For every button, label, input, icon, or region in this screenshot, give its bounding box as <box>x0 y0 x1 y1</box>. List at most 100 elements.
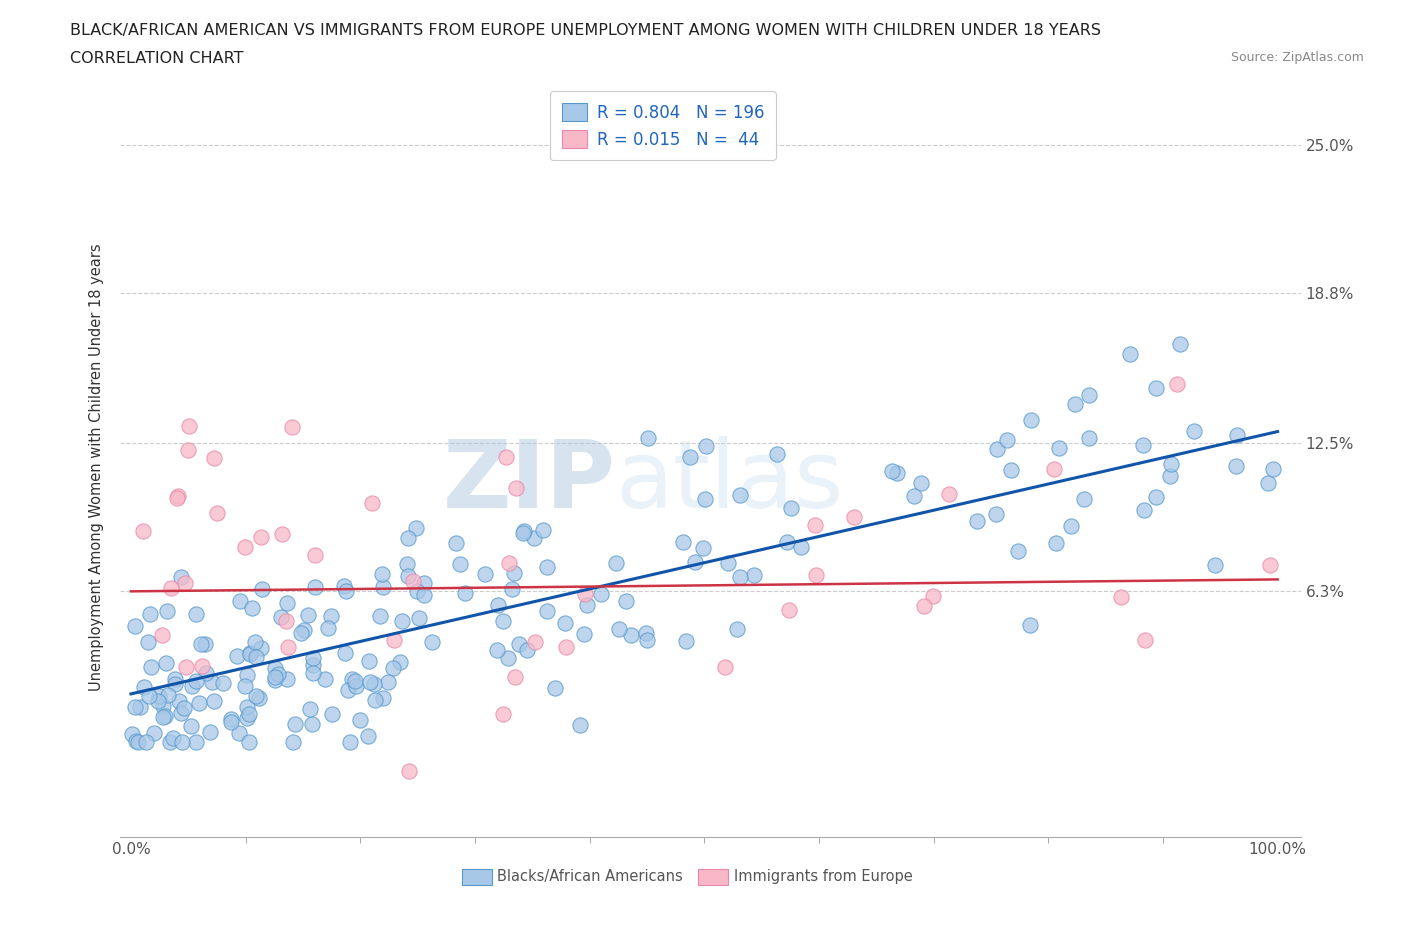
Point <box>420 635 443 650</box>
Text: CORRELATION CHART: CORRELATION CHART <box>70 51 243 66</box>
Text: Blacks/African Americans: Blacks/African Americans <box>498 870 683 884</box>
Point <box>201 675 224 690</box>
Point <box>228 593 250 608</box>
Point <box>160 581 183 596</box>
Point <box>382 632 405 647</box>
Point <box>153 709 176 724</box>
Point <box>277 640 299 655</box>
Point <box>150 628 173 643</box>
Text: Source: ZipAtlas.com: Source: ZipAtlas.com <box>1230 51 1364 64</box>
Point <box>179 418 201 433</box>
Point <box>938 486 960 501</box>
Point <box>1043 461 1066 476</box>
FancyBboxPatch shape <box>699 869 728 885</box>
Point <box>371 690 394 705</box>
Point <box>554 616 576 631</box>
Point <box>986 442 1008 457</box>
Point <box>159 734 181 749</box>
Point <box>634 626 657 641</box>
Point <box>408 611 430 626</box>
Point <box>245 649 267 664</box>
Point <box>167 488 190 503</box>
Point <box>496 651 519 666</box>
Point <box>413 576 436 591</box>
Point <box>166 491 188 506</box>
Point <box>572 626 595 641</box>
Point <box>181 678 204 693</box>
Point <box>675 633 697 648</box>
Point <box>357 729 380 744</box>
Point <box>1077 388 1099 403</box>
Point <box>1159 469 1181 484</box>
Text: ZIP: ZIP <box>443 436 616 528</box>
Point <box>239 645 262 660</box>
Point <box>335 583 357 598</box>
Point <box>637 431 659 445</box>
Point <box>1133 632 1156 647</box>
Text: Immigrants from Europe: Immigrants from Europe <box>734 870 912 884</box>
Point <box>1182 423 1205 438</box>
Point <box>730 487 752 502</box>
Point <box>1019 412 1042 427</box>
Point <box>522 531 544 546</box>
Point <box>1047 441 1070 456</box>
Point <box>910 476 932 491</box>
Point <box>301 666 323 681</box>
Point <box>1160 457 1182 472</box>
Point <box>132 524 155 538</box>
Point <box>804 567 827 582</box>
Point <box>402 574 425 589</box>
Point <box>903 488 925 503</box>
Point <box>143 725 166 740</box>
Point <box>139 606 162 621</box>
Point <box>233 539 256 554</box>
Point <box>371 567 394 582</box>
Point <box>340 671 363 686</box>
Point <box>413 587 436 602</box>
Point <box>568 718 591 733</box>
Point <box>502 565 524 580</box>
Point <box>742 567 765 582</box>
Point <box>321 707 343 722</box>
Point <box>173 576 195 591</box>
Point <box>266 666 288 681</box>
Point <box>202 450 225 465</box>
Point <box>129 699 152 714</box>
Point <box>609 621 631 636</box>
Point <box>679 450 702 465</box>
Point <box>228 725 250 740</box>
Point <box>333 645 356 660</box>
Point <box>508 636 530 651</box>
Legend: R = 0.804   N = 196, R = 0.015   N =  44: R = 0.804 N = 196, R = 0.015 N = 44 <box>550 91 776 160</box>
Point <box>398 764 420 778</box>
Point <box>304 580 326 595</box>
Point <box>844 510 866 525</box>
Point <box>636 633 658 648</box>
Point <box>966 513 988 528</box>
Point <box>155 656 177 671</box>
Point <box>444 536 467 551</box>
Point <box>1258 557 1281 572</box>
Point <box>264 672 287 687</box>
Point <box>243 634 266 649</box>
Point <box>136 634 159 649</box>
Point <box>361 496 384 511</box>
Point <box>359 674 381 689</box>
Point <box>152 698 174 713</box>
Point <box>454 586 477 601</box>
Point <box>225 649 247 664</box>
Point <box>997 432 1019 447</box>
Point <box>765 447 787 462</box>
Point <box>191 659 214 674</box>
Point <box>486 598 509 613</box>
Point <box>1132 438 1154 453</box>
Point <box>620 627 643 642</box>
Point <box>449 556 471 571</box>
Point <box>389 655 412 670</box>
Point <box>1225 458 1247 473</box>
Point <box>138 688 160 703</box>
Point <box>405 583 427 598</box>
Point <box>184 673 207 688</box>
Point <box>616 593 638 608</box>
Point <box>276 671 298 686</box>
